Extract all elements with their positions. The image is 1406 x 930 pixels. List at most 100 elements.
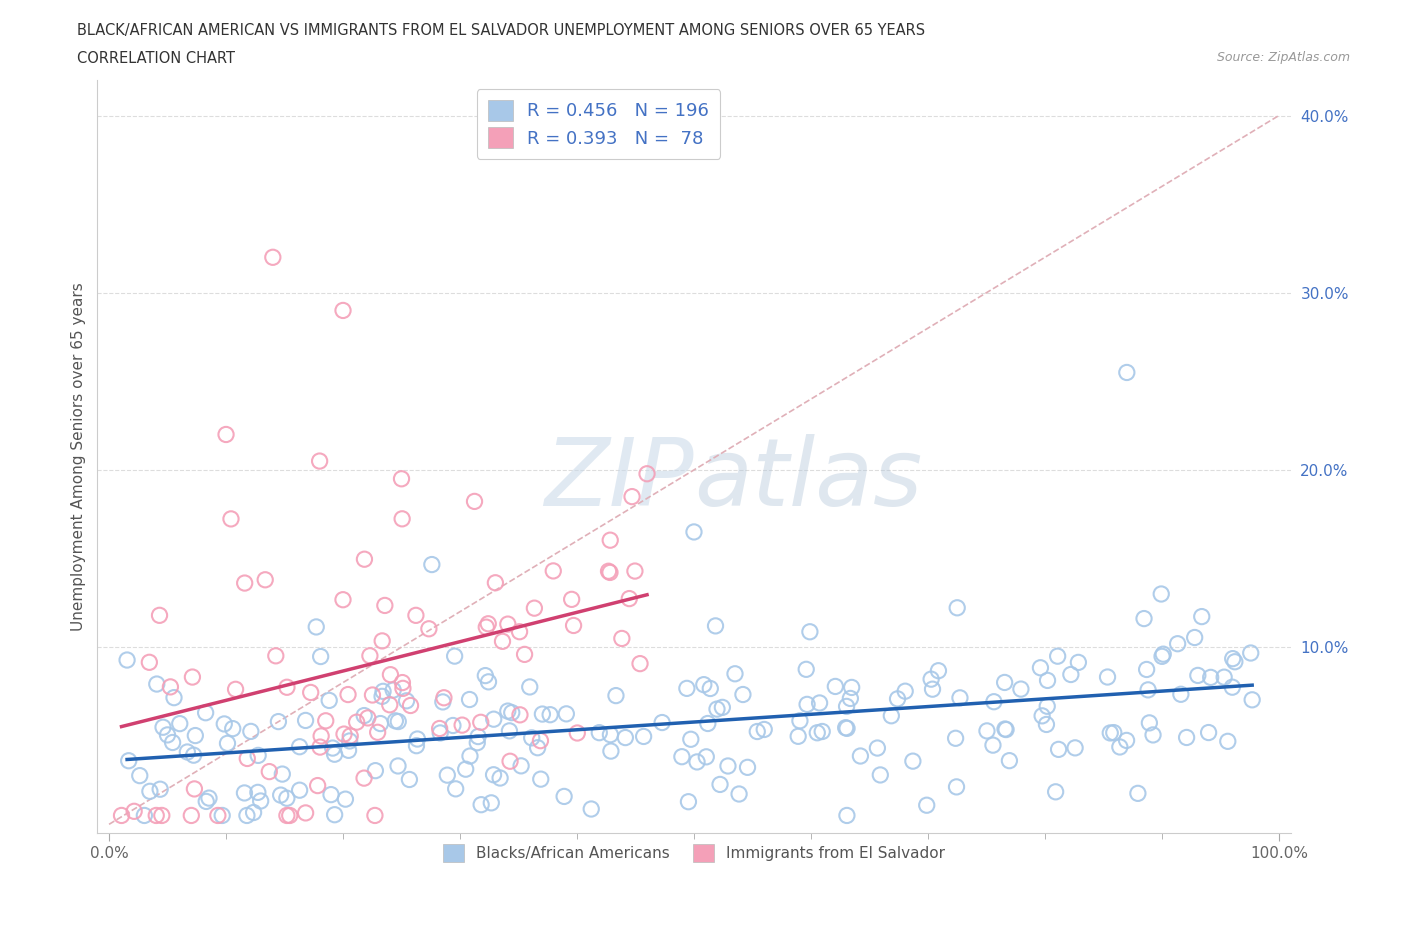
- Point: [391, 472, 413, 486]
- Point: [308, 454, 330, 469]
- Point: [998, 753, 1021, 768]
- Point: [262, 250, 284, 265]
- Point: [149, 782, 172, 797]
- Point: [110, 808, 132, 823]
- Point: [835, 808, 858, 823]
- Point: [915, 798, 938, 813]
- Point: [307, 778, 329, 793]
- Point: [1036, 673, 1059, 688]
- Point: [225, 682, 247, 697]
- Text: Source: ZipAtlas.com: Source: ZipAtlas.com: [1216, 51, 1350, 64]
- Text: ZIP: ZIP: [544, 433, 695, 525]
- Point: [633, 729, 655, 744]
- Point: [599, 744, 621, 759]
- Point: [531, 707, 554, 722]
- Point: [156, 727, 179, 742]
- Point: [465, 736, 488, 751]
- Point: [233, 786, 256, 801]
- Point: [1142, 727, 1164, 742]
- Point: [242, 805, 264, 820]
- Point: [605, 688, 627, 703]
- Point: [1216, 734, 1239, 749]
- Point: [370, 716, 392, 731]
- Point: [406, 732, 429, 747]
- Point: [429, 725, 451, 740]
- Point: [1099, 725, 1122, 740]
- Point: [433, 690, 456, 705]
- Point: [834, 720, 856, 735]
- Point: [353, 551, 375, 566]
- Point: [214, 716, 236, 731]
- Point: [467, 729, 489, 744]
- Point: [371, 689, 394, 704]
- Point: [361, 687, 384, 702]
- Point: [599, 565, 621, 580]
- Point: [849, 749, 872, 764]
- Point: [145, 808, 167, 823]
- Point: [794, 662, 817, 677]
- Point: [530, 772, 553, 787]
- Point: [711, 700, 734, 715]
- Point: [451, 718, 474, 733]
- Point: [567, 725, 589, 740]
- Point: [706, 701, 728, 716]
- Point: [259, 764, 281, 779]
- Point: [921, 682, 943, 697]
- Point: [796, 697, 818, 711]
- Point: [496, 704, 519, 719]
- Point: [479, 795, 502, 810]
- Point: [318, 693, 340, 708]
- Point: [945, 731, 967, 746]
- Point: [489, 771, 512, 786]
- Point: [395, 694, 418, 709]
- Point: [835, 721, 858, 736]
- Point: [724, 666, 747, 681]
- Point: [458, 692, 481, 707]
- Point: [420, 557, 443, 572]
- Point: [271, 766, 294, 781]
- Point: [1137, 683, 1160, 698]
- Point: [1150, 587, 1173, 602]
- Point: [359, 648, 381, 663]
- Point: [523, 601, 546, 616]
- Point: [146, 677, 169, 692]
- Point: [1010, 682, 1032, 697]
- Point: [1133, 611, 1156, 626]
- Point: [169, 716, 191, 731]
- Point: [501, 705, 523, 720]
- Point: [353, 771, 375, 786]
- Point: [441, 718, 464, 733]
- Point: [1035, 717, 1057, 732]
- Point: [693, 677, 716, 692]
- Point: [614, 730, 637, 745]
- Point: [1031, 709, 1053, 724]
- Point: [337, 743, 360, 758]
- Point: [561, 591, 583, 606]
- Point: [1222, 651, 1244, 666]
- Point: [509, 708, 531, 723]
- Point: [180, 808, 202, 823]
- Point: [1240, 645, 1263, 660]
- Point: [475, 619, 498, 634]
- Point: [731, 687, 754, 702]
- Point: [371, 633, 394, 648]
- Point: [699, 681, 721, 696]
- Point: [387, 759, 409, 774]
- Point: [869, 767, 891, 782]
- Point: [509, 624, 531, 639]
- Point: [1241, 692, 1264, 707]
- Point: [945, 779, 967, 794]
- Point: [1152, 646, 1174, 661]
- Point: [399, 698, 422, 713]
- Point: [1045, 784, 1067, 799]
- Point: [513, 647, 536, 662]
- Point: [599, 727, 621, 742]
- Point: [176, 745, 198, 760]
- Point: [995, 722, 1018, 737]
- Point: [236, 751, 259, 766]
- Point: [553, 789, 575, 804]
- Point: [264, 648, 287, 663]
- Point: [1036, 698, 1059, 713]
- Point: [246, 785, 269, 800]
- Point: [152, 720, 174, 735]
